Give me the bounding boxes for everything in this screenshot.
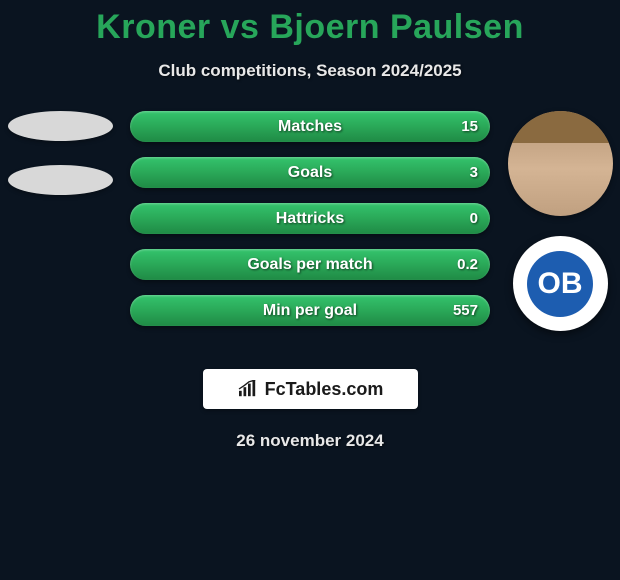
chart-icon	[237, 380, 259, 398]
player-placeholder	[8, 111, 113, 141]
stat-right-value: 0.2	[457, 256, 478, 273]
brand-text: FcTables.com	[265, 379, 384, 400]
club-initials: OB	[538, 267, 583, 301]
stat-row-hattricks: Hattricks 0	[130, 203, 490, 234]
stat-right-value: 557	[453, 302, 478, 319]
club-placeholder	[8, 165, 113, 195]
stat-label: Goals	[288, 164, 332, 182]
stat-row-goals-per-match: Goals per match 0.2	[130, 249, 490, 280]
stat-label: Goals per match	[247, 256, 372, 274]
avatar-face	[508, 111, 613, 216]
player-avatar	[508, 111, 613, 216]
brand-badge: FcTables.com	[203, 369, 418, 409]
stat-right-value: 3	[470, 164, 478, 181]
subtitle: Club competitions, Season 2024/2025	[0, 61, 620, 81]
page-title: Kroner vs Bjoern Paulsen	[0, 8, 620, 47]
stat-row-min-per-goal: Min per goal 557	[130, 295, 490, 326]
stat-row-matches: Matches 15	[130, 111, 490, 142]
avatar-hair	[508, 111, 613, 143]
stat-right-value: 0	[470, 210, 478, 227]
stat-label: Matches	[278, 118, 342, 136]
footer-date: 26 november 2024	[0, 431, 620, 451]
left-column	[0, 111, 120, 219]
stat-right-value: 15	[461, 118, 478, 135]
club-badge: OB	[513, 236, 608, 331]
club-badge-inner: OB	[527, 251, 593, 317]
header: Kroner vs Bjoern Paulsen Club competitio…	[0, 0, 620, 81]
comparison-content: Matches 15 Goals 3 Hattricks 0 Goals per…	[0, 111, 620, 351]
stat-row-goals: Goals 3	[130, 157, 490, 188]
stat-label: Min per goal	[263, 302, 357, 320]
right-column: OB	[500, 111, 620, 331]
stat-bars: Matches 15 Goals 3 Hattricks 0 Goals per…	[130, 111, 490, 326]
stat-label: Hattricks	[276, 210, 344, 228]
